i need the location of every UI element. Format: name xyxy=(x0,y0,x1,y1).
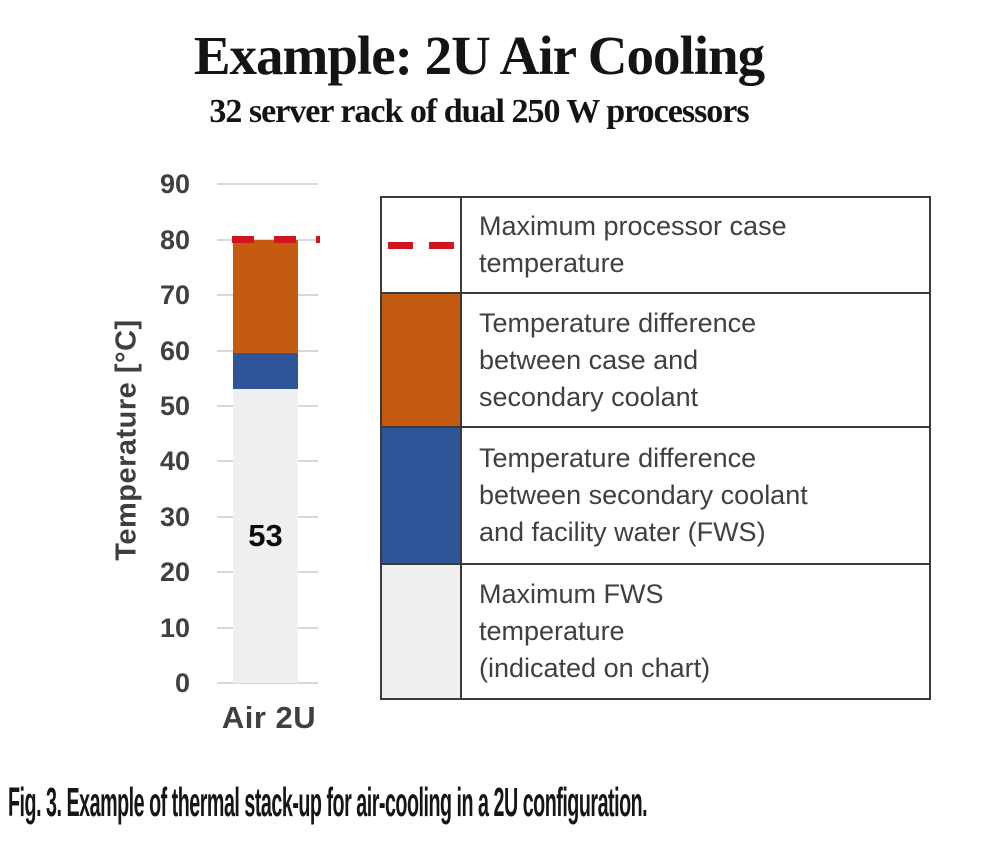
y-tick-label-20: 20 xyxy=(159,557,190,588)
legend-table: Maximum processor case temperature Tempe… xyxy=(380,196,931,700)
bar-segment-1 xyxy=(233,353,298,390)
gridline-90 xyxy=(217,183,318,186)
legend-row-max-case-temp: Maximum processor case temperature xyxy=(382,198,929,294)
y-tick-label-90: 90 xyxy=(159,169,190,200)
y-tick-label-70: 70 xyxy=(159,280,190,311)
red-dashed-line-swatch xyxy=(388,241,454,249)
legend-row-coolant-to-fws: Temperature difference between secondary… xyxy=(382,428,929,565)
gray-fill-swatch xyxy=(382,565,462,698)
bar-segment-0: 53 xyxy=(233,389,298,683)
legend-row-max-fws-temp: Maximum FWS temperature (indicated on ch… xyxy=(382,565,929,698)
y-tick-label-80: 80 xyxy=(159,224,190,255)
max-processor-case-temp-dashed-line xyxy=(232,236,320,244)
y-tick-label-10: 10 xyxy=(159,612,190,643)
y-tick-label-40: 40 xyxy=(159,446,190,477)
figure-caption: Fig. 3. Example of thermal stack-up for … xyxy=(8,779,648,825)
y-tick-label-60: 60 xyxy=(159,335,190,366)
y-tick-label-0: 0 xyxy=(174,668,190,698)
gridline-0 xyxy=(217,682,318,684)
bar-value-label: 53 xyxy=(248,518,283,554)
legend-label: Temperature difference between secondary… xyxy=(479,443,808,547)
y-tick-label-50: 50 xyxy=(159,391,190,421)
legend-row-case-to-coolant: Temperature difference between case and … xyxy=(382,294,929,428)
legend-label: Maximum processor case temperature xyxy=(479,211,787,278)
bar-segment-2 xyxy=(233,239,298,354)
legend-swatch-cell xyxy=(382,198,462,292)
legend-label: Temperature difference between case and … xyxy=(479,307,757,412)
blue-fill-swatch xyxy=(382,428,462,563)
figure-subtitle: 32 server rack of dual 250 W processors xyxy=(209,93,749,130)
x-category-label: Air 2U xyxy=(221,700,317,735)
orange-fill-swatch xyxy=(382,294,462,426)
y-tick-label-30: 30 xyxy=(159,501,190,532)
legend-label: Maximum FWS temperature (indicated on ch… xyxy=(479,579,711,683)
figure-title: Example: 2U Air Cooling xyxy=(193,25,765,86)
